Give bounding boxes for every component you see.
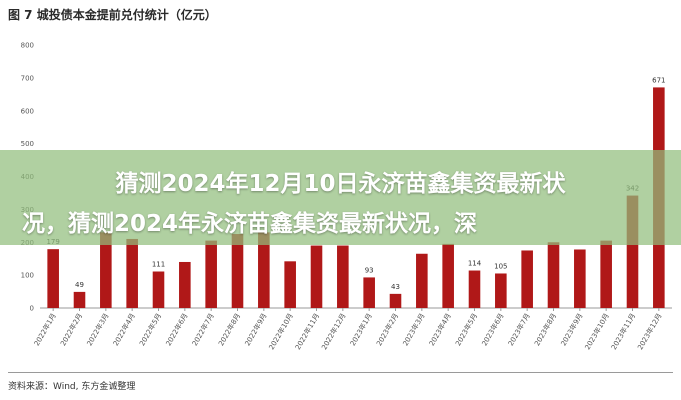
y-tick-label: 100 (21, 272, 34, 280)
bar (73, 291, 86, 308)
bar (626, 195, 639, 308)
y-tick-label: 500 (21, 140, 34, 148)
bar-value-label: 671 (652, 76, 665, 84)
bar (284, 261, 296, 308)
bar (574, 249, 586, 308)
bar (126, 238, 138, 308)
bar-value-label: 105 (494, 262, 507, 270)
bar (152, 271, 165, 308)
x-tick-label: 2023年5月 (453, 312, 479, 348)
bar (389, 293, 402, 308)
bar (495, 273, 507, 308)
x-axis: 2022年1月 2022年2月 2022年3月 2022年4月 2022年5月 2022年… (32, 308, 664, 351)
x-tick-label: 2022年2月 (58, 312, 84, 348)
x-tick-label: 2022年12月 (319, 312, 347, 352)
x-tick-label: 2023年8月 (532, 312, 558, 348)
x-tick-label: 2023年11月 (609, 312, 637, 352)
bar (521, 250, 533, 308)
x-tick-label: 2023年9月 (559, 312, 585, 348)
bar (310, 245, 323, 308)
bar (258, 232, 270, 308)
x-tick-label: 2023年3月 (401, 312, 427, 348)
overlay-headline-line-1: 猜测2024年12月10日永济苗鑫集资最新状 (115, 171, 566, 197)
x-tick-label: 2023年7月 (506, 312, 532, 348)
x-tick-label: 2022年11月 (293, 312, 321, 352)
x-tick-label: 2022年7月 (190, 312, 216, 348)
x-tick-label: 2023年6月 (480, 312, 506, 348)
x-tick-label: 2022年8月 (216, 312, 242, 348)
bar (600, 240, 612, 308)
bar-value-label: 43 (391, 283, 400, 291)
x-tick-label: 2022年9月 (243, 312, 269, 348)
x-tick-label: 2022年1月 (32, 312, 58, 348)
y-tick-label: 800 (21, 42, 34, 50)
x-tick-label: 2023年1月 (348, 312, 374, 348)
bar (363, 277, 375, 308)
x-tick-label: 2022年10月 (267, 312, 295, 352)
x-tick-label: 2023年12月 (635, 312, 663, 352)
x-tick-label: 2022年6月 (164, 312, 190, 348)
bar (231, 234, 244, 308)
banner-overlay: 猜测2024年12月10日永济苗鑫集资最新状 况，猜测2024年永济苗鑫集资最新… (0, 150, 681, 245)
x-tick-label: 2023年4月 (427, 312, 453, 348)
source-note: 资料来源：Wind, 东方金诚整理 (8, 382, 136, 392)
bar-value-label: 114 (468, 260, 482, 268)
bar-value-label: 49 (75, 281, 84, 289)
bar (179, 261, 191, 308)
x-tick-label: 2023年2月 (374, 312, 400, 348)
x-tick-label: 2022年4月 (111, 312, 137, 348)
bar (416, 253, 428, 308)
bar (468, 270, 481, 308)
overlay-headline-line-2: 况，猜测2024年永济苗鑫集资最新状况，深 (22, 211, 478, 237)
bar-value-label: 93 (365, 266, 374, 274)
bar (205, 240, 217, 308)
x-tick-label: 2022年5月 (137, 312, 163, 348)
x-tick-label: 2023年10月 (583, 312, 611, 352)
bar (337, 245, 349, 308)
bar (47, 249, 59, 308)
bar (442, 243, 454, 308)
x-tick-label: 2022年3月 (85, 312, 111, 348)
bar (547, 242, 560, 308)
figure-title: 图 7 城投债本金提前兑付统计（亿元） (8, 8, 217, 22)
y-tick-label: 600 (21, 107, 34, 115)
y-tick-label: 0 (30, 305, 34, 313)
bar-value-label: 111 (152, 261, 165, 269)
y-tick-label: 700 (21, 74, 34, 82)
divider (8, 372, 673, 373)
bar (100, 232, 112, 308)
